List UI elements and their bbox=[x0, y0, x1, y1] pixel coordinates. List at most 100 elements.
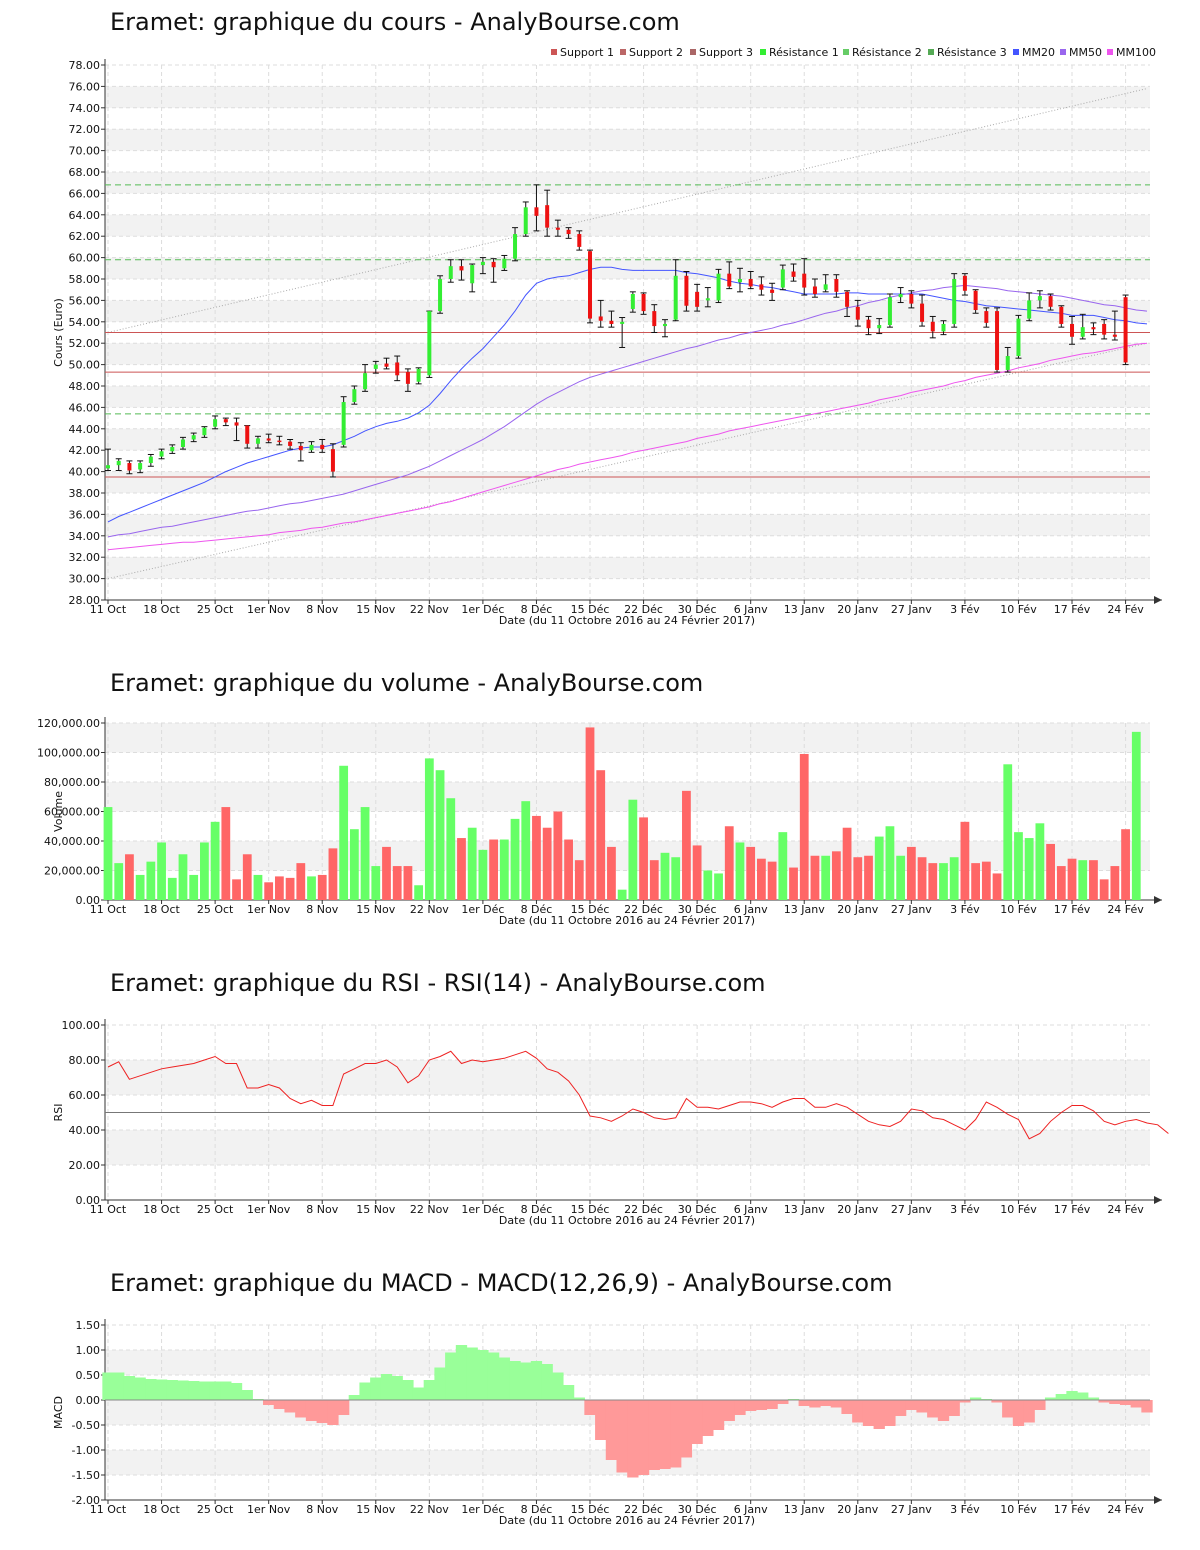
x-tick-label: 15 Déc bbox=[571, 603, 610, 616]
y-tick-label: 0.50 bbox=[76, 1369, 101, 1382]
macd-positive-area bbox=[134, 1377, 146, 1400]
volume-bar bbox=[232, 879, 241, 900]
volume-bar bbox=[521, 801, 531, 900]
macd-positive-area bbox=[145, 1379, 157, 1400]
x-tick-label: 1er Nov bbox=[247, 903, 291, 916]
macd-positive-area bbox=[530, 1361, 543, 1400]
candle-body bbox=[277, 440, 282, 443]
y-tick-label: 60.00 bbox=[69, 252, 101, 265]
y-tick-label: 20.00 bbox=[69, 1159, 101, 1172]
legend-label: Résistance 2 bbox=[852, 46, 922, 59]
macd-negative-area bbox=[316, 1400, 328, 1423]
candle-body bbox=[1027, 300, 1032, 319]
volume-bar bbox=[928, 863, 938, 900]
volume-bar bbox=[735, 842, 745, 900]
x-tick-label: 8 Déc bbox=[521, 1503, 553, 1516]
macd-positive-area bbox=[1044, 1397, 1057, 1400]
y-tick-label: -2.00 bbox=[72, 1494, 100, 1507]
volume-bar bbox=[607, 846, 616, 900]
legend-label: Support 3 bbox=[699, 46, 753, 59]
rsi-chart: 0.00 20.00 40.00 60.00 80.00 100.00 11 Oct 18 O… bbox=[52, 1019, 1169, 1227]
volume-bar bbox=[1046, 843, 1055, 900]
y-tick-label: 30.00 bbox=[69, 573, 101, 586]
volume-bar bbox=[574, 860, 584, 900]
candle-body bbox=[341, 402, 346, 445]
x-tick-label: 25 Oct bbox=[197, 1503, 234, 1516]
volume-bar bbox=[703, 870, 713, 900]
y-tick-label: -1.00 bbox=[72, 1444, 100, 1457]
macd-negative-area bbox=[595, 1400, 607, 1440]
x-tick-label: 10 Fév bbox=[1000, 603, 1037, 616]
candle-body bbox=[459, 266, 464, 271]
x-tick-label: 18 Oct bbox=[143, 603, 180, 616]
y-axis-label: Volume bbox=[52, 791, 65, 832]
x-axis-arrow bbox=[1154, 596, 1162, 604]
x-tick-label: 8 Déc bbox=[521, 1203, 553, 1216]
x-tick-label: 17 Fév bbox=[1054, 1503, 1091, 1516]
macd-positive-area bbox=[198, 1381, 211, 1400]
x-tick-label: 18 Oct bbox=[143, 903, 180, 916]
volume-bar bbox=[435, 770, 445, 900]
macd-positive-area bbox=[177, 1380, 189, 1400]
x-tick-label: 13 Janv bbox=[784, 603, 825, 616]
x-tick-label: 22 Déc bbox=[624, 1203, 663, 1216]
macd-negative-area bbox=[273, 1400, 286, 1409]
x-tick-label: 1er Nov bbox=[247, 603, 291, 616]
legend-swatch bbox=[1013, 49, 1019, 55]
candle-body bbox=[448, 266, 453, 279]
volume-bar bbox=[1131, 731, 1141, 900]
volume-bar bbox=[553, 811, 563, 900]
y-tick-label: 40,000.00 bbox=[44, 835, 100, 848]
volume-bar bbox=[1024, 838, 1034, 900]
grid-band bbox=[105, 214, 1150, 237]
macd-negative-area bbox=[648, 1400, 660, 1470]
macd-negative-area bbox=[712, 1400, 725, 1430]
candle-body bbox=[716, 273, 721, 301]
volume-bar bbox=[714, 873, 723, 900]
volume-bar bbox=[799, 753, 809, 900]
macd-negative-area bbox=[263, 1400, 275, 1405]
macd-positive-area bbox=[1087, 1397, 1100, 1400]
x-tick-label: 8 Nov bbox=[306, 603, 338, 616]
volume-bar bbox=[210, 821, 220, 900]
x-tick-label: 20 Janv bbox=[837, 1503, 878, 1516]
candle-body bbox=[363, 373, 368, 390]
macd-positive-area bbox=[573, 1397, 585, 1400]
grid-band bbox=[105, 841, 1150, 871]
x-tick-label: 1er Déc bbox=[461, 603, 504, 616]
candle-body bbox=[695, 291, 700, 307]
volume-bar bbox=[135, 874, 145, 900]
macd-negative-area bbox=[616, 1400, 628, 1473]
y-tick-label: 58.00 bbox=[69, 273, 101, 286]
volume-bar bbox=[789, 867, 798, 900]
volume-bar bbox=[1078, 860, 1088, 900]
macd-negative-area bbox=[905, 1400, 918, 1410]
macd-negative-area bbox=[723, 1400, 735, 1421]
x-tick-label: 27 Janv bbox=[891, 1203, 932, 1216]
x-tick-label: 30 Déc bbox=[678, 603, 717, 616]
legend-swatch bbox=[620, 49, 626, 55]
x-tick-label: 30 Déc bbox=[678, 903, 717, 916]
volume-bar bbox=[1089, 860, 1098, 900]
volume-bar bbox=[307, 876, 316, 900]
volume-bar bbox=[274, 876, 284, 900]
y-tick-label: 0.00 bbox=[76, 1194, 101, 1207]
candle-body bbox=[245, 425, 250, 444]
volume-bar bbox=[339, 765, 349, 900]
volume-bar bbox=[853, 857, 863, 900]
volume-bar bbox=[499, 839, 509, 900]
x-tick-label: 3 Fév bbox=[950, 603, 980, 616]
volume-bar bbox=[285, 877, 295, 900]
candle-body bbox=[662, 323, 667, 327]
y-tick-label: 28.00 bbox=[69, 594, 101, 607]
y-tick-label: 60,000.00 bbox=[44, 806, 100, 819]
y-tick-label: 62.00 bbox=[69, 230, 101, 243]
macd-negative-area bbox=[852, 1400, 864, 1423]
candle-body bbox=[673, 275, 678, 320]
grid-band bbox=[105, 343, 1150, 365]
macd-negative-area bbox=[680, 1400, 693, 1458]
x-tick-label: 10 Fév bbox=[1000, 903, 1037, 916]
volume-bar bbox=[767, 861, 777, 900]
y-tick-label: 120,000.00 bbox=[37, 717, 100, 730]
macd-negative-area bbox=[691, 1400, 703, 1444]
